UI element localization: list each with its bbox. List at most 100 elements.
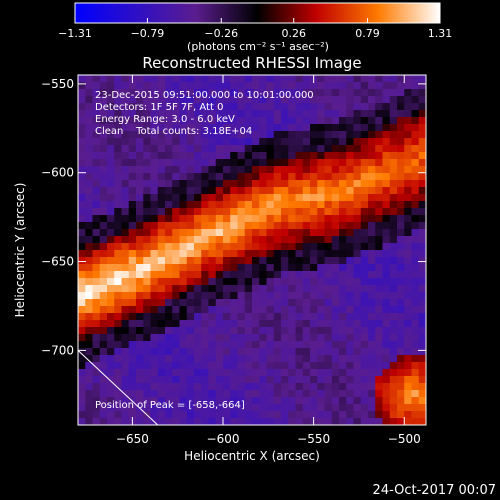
heatmap-cell (353, 362, 362, 370)
heatmap-cell (331, 117, 340, 125)
heatmap-cell (150, 334, 159, 342)
heatmap-cell (107, 411, 115, 419)
heatmap-cell (266, 411, 275, 419)
heatmap-cell (360, 131, 369, 139)
heatmap-cell (368, 390, 376, 398)
heatmap-cell (281, 131, 289, 139)
heatmap-cell (179, 376, 188, 384)
chart-title: Reconstructed RHESSI Image (142, 54, 361, 72)
heatmap-cell (266, 383, 275, 391)
heatmap-cell (324, 243, 333, 251)
heatmap-cell (143, 131, 152, 139)
heatmap-cell (201, 173, 210, 181)
heatmap-cell (273, 404, 282, 412)
heatmap-cell (368, 348, 376, 356)
heatmap-cell (295, 355, 304, 363)
heatmap-cell (317, 131, 326, 139)
heatmap-cell (201, 236, 210, 244)
heatmap-cell (215, 383, 224, 391)
heatmap-cell (259, 194, 268, 202)
heatmap-cell (281, 271, 289, 279)
heatmap-cell (382, 236, 391, 244)
heatmap-cell (92, 250, 101, 258)
heatmap-cell (331, 355, 340, 363)
heatmap-cell (411, 264, 420, 272)
heatmap-cell (179, 131, 188, 139)
heatmap-cell (324, 341, 333, 349)
heatmap-cell (237, 180, 246, 188)
heatmap-cell (288, 369, 297, 377)
heatmap-cell (382, 257, 391, 265)
heatmap-cell (230, 362, 239, 370)
heatmap-cell (252, 215, 260, 223)
heatmap-cell (346, 124, 355, 132)
heatmap-cell (172, 257, 181, 265)
heatmap-cell (157, 264, 166, 272)
heatmap-cell (375, 271, 384, 279)
heatmap-cell (128, 250, 137, 258)
heatmap-cell (346, 229, 355, 237)
heatmap-cell (179, 313, 188, 321)
heatmap-cell (295, 159, 304, 167)
heatmap-cell (266, 264, 275, 272)
heatmap-cell (157, 180, 166, 188)
heatmap-cell (331, 152, 340, 160)
heatmap-cell (121, 208, 130, 216)
heatmap-cell (230, 313, 239, 321)
heatmap-cell (346, 187, 355, 195)
heatmap-cell (339, 418, 347, 425)
heatmap-cell (230, 180, 239, 188)
heatmap-cell (288, 145, 297, 153)
heatmap-cell (114, 187, 123, 195)
heatmap-cell (375, 152, 384, 160)
heatmap-cell (165, 271, 173, 279)
heatmap-cell (310, 131, 318, 139)
heatmap-cell (397, 271, 405, 279)
heatmap-cell (317, 264, 326, 272)
heatmap-cell (85, 299, 94, 307)
heatmap-cell (172, 334, 181, 342)
heatmap-cell (418, 320, 426, 328)
heatmap-cell (165, 229, 173, 237)
heatmap-cell (143, 264, 152, 272)
heatmap-cell (397, 390, 405, 398)
heatmap-cell (165, 383, 173, 391)
heatmap-cell (411, 243, 420, 251)
heatmap-cell (150, 285, 159, 293)
heatmap-cell (382, 194, 391, 202)
heatmap-cell (375, 306, 384, 314)
heatmap-cell (382, 355, 391, 363)
heatmap-cell (223, 208, 231, 216)
heatmap-cell (418, 124, 426, 132)
heatmap-cell (99, 299, 108, 307)
heatmap-cell (165, 201, 173, 209)
heatmap-cell (317, 418, 326, 425)
heatmap-cell (331, 306, 340, 314)
heatmap-cell (418, 376, 426, 384)
heatmap-cell (179, 138, 188, 146)
heatmap-cell (85, 397, 94, 405)
heatmap-cell (368, 376, 376, 384)
heatmap-cell (302, 110, 311, 118)
heatmap-cell (237, 103, 246, 111)
heatmap-cell (302, 229, 311, 237)
heatmap-cell (128, 173, 137, 181)
heatmap-cell (266, 355, 275, 363)
heatmap-cell (389, 229, 398, 237)
heatmap-cell (266, 313, 275, 321)
heatmap-cell (259, 180, 268, 188)
heatmap-cell (259, 362, 268, 370)
heatmap-cell (339, 166, 347, 174)
heatmap-cell (244, 180, 253, 188)
heatmap-cell (259, 75, 268, 83)
heatmap-cell (92, 166, 101, 174)
heatmap-cell (128, 236, 137, 244)
heatmap-cell (397, 355, 405, 363)
heatmap-cell (310, 145, 318, 153)
heatmap-cell (281, 103, 289, 111)
heatmap-cell (99, 215, 108, 223)
heatmap-cell (259, 320, 268, 328)
heatmap-cell (353, 271, 362, 279)
heatmap-cell (92, 152, 101, 160)
heatmap-cell (201, 180, 210, 188)
